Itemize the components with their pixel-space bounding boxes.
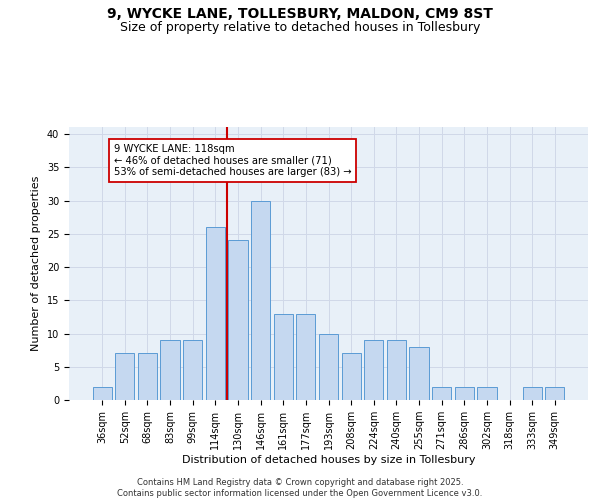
Bar [364, 340, 383, 400]
Bar [183, 340, 202, 400]
Bar [296, 314, 316, 400]
Bar [115, 354, 134, 400]
Bar [523, 386, 542, 400]
Text: Size of property relative to detached houses in Tollesbury: Size of property relative to detached ho… [120, 21, 480, 34]
Bar [206, 227, 225, 400]
Text: 9 WYCKE LANE: 118sqm
← 46% of detached houses are smaller (71)
53% of semi-detac: 9 WYCKE LANE: 118sqm ← 46% of detached h… [113, 144, 351, 178]
Bar [138, 354, 157, 400]
Bar [229, 240, 248, 400]
Bar [409, 347, 428, 400]
Bar [251, 200, 270, 400]
Bar [274, 314, 293, 400]
Bar [477, 386, 497, 400]
Bar [341, 354, 361, 400]
Bar [432, 386, 451, 400]
Bar [160, 340, 180, 400]
Text: Contains HM Land Registry data © Crown copyright and database right 2025.
Contai: Contains HM Land Registry data © Crown c… [118, 478, 482, 498]
Bar [92, 386, 112, 400]
Bar [387, 340, 406, 400]
Text: 9, WYCKE LANE, TOLLESBURY, MALDON, CM9 8ST: 9, WYCKE LANE, TOLLESBURY, MALDON, CM9 8… [107, 8, 493, 22]
Bar [319, 334, 338, 400]
X-axis label: Distribution of detached houses by size in Tollesbury: Distribution of detached houses by size … [182, 455, 475, 465]
Y-axis label: Number of detached properties: Number of detached properties [31, 176, 41, 352]
Bar [545, 386, 565, 400]
Bar [455, 386, 474, 400]
